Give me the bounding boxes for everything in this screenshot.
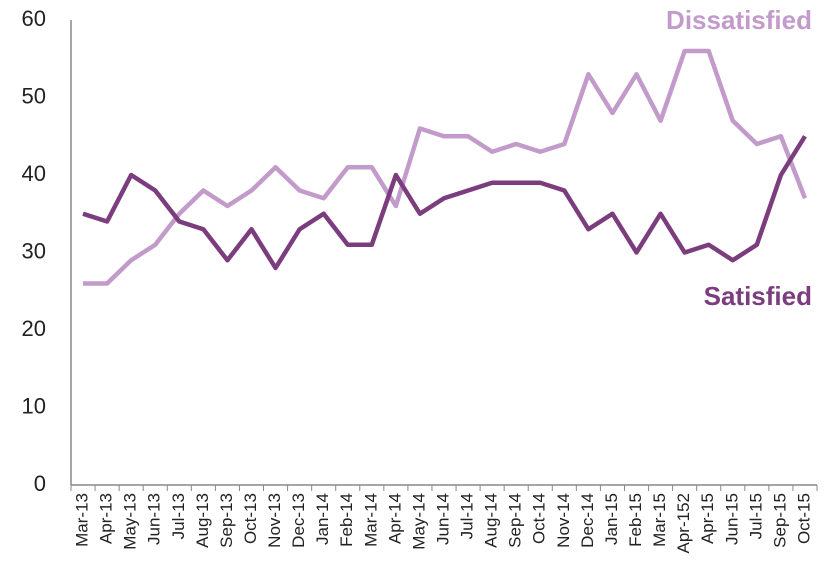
y-tick-label: 0 bbox=[34, 471, 46, 496]
x-tick-label: Oct-15 bbox=[794, 493, 813, 544]
x-tick-label: Apr-15 bbox=[698, 493, 717, 544]
y-tick-label: 10 bbox=[22, 393, 46, 418]
x-tick-label: Apr-152 bbox=[674, 493, 693, 553]
x-tick-label: Oct-13 bbox=[241, 493, 260, 544]
x-tick-label: Sep-15 bbox=[770, 493, 789, 548]
x-tick-label: Jul-13 bbox=[169, 493, 188, 539]
x-tick-label: Mar-13 bbox=[73, 493, 92, 547]
x-tick-label: Nov-13 bbox=[265, 493, 284, 548]
series-label: Satisfied bbox=[704, 281, 812, 311]
x-tick-label: Sep-14 bbox=[506, 493, 525, 548]
x-tick-label: Jul-15 bbox=[746, 493, 765, 539]
x-tick-label: Mar-14 bbox=[361, 493, 380, 547]
x-tick-label: Dec-14 bbox=[578, 493, 597, 548]
x-tick-label: Aug-13 bbox=[193, 493, 212, 548]
x-tick-label: Nov-14 bbox=[554, 493, 573, 548]
series-line bbox=[83, 48, 808, 286]
x-tick-label: Mar-15 bbox=[650, 493, 669, 547]
x-tick-label: Jan-15 bbox=[602, 493, 621, 545]
x-tick-label: May-13 bbox=[121, 493, 140, 550]
x-tick-label: Aug-14 bbox=[482, 493, 501, 548]
x-tick-label: Apr-13 bbox=[97, 493, 116, 544]
y-tick-label: 30 bbox=[22, 238, 46, 263]
x-tick-label: Jun-13 bbox=[145, 493, 164, 545]
x-tick-label: Dec-13 bbox=[289, 493, 308, 548]
x-tick-label: May-14 bbox=[409, 493, 428, 550]
y-tick-label: 60 bbox=[22, 6, 46, 31]
series-label: Dissatisfied bbox=[666, 5, 812, 35]
y-tick-label: 50 bbox=[22, 83, 46, 108]
x-tick-label: Feb-14 bbox=[337, 493, 356, 547]
y-tick-label: 20 bbox=[22, 316, 46, 341]
x-tick-label: Sep-13 bbox=[217, 493, 236, 548]
x-tick-label: Jun-15 bbox=[722, 493, 741, 545]
x-tick-label: Apr-14 bbox=[385, 493, 404, 544]
x-tick-label: Oct-14 bbox=[530, 493, 549, 544]
x-tick-label: Feb-15 bbox=[626, 493, 645, 547]
x-tick-label: Jul-14 bbox=[458, 493, 477, 539]
series-line bbox=[82, 135, 807, 271]
y-tick-label: 40 bbox=[22, 161, 46, 186]
x-tick-label: Jun-14 bbox=[433, 493, 452, 545]
x-tick-label: Jan-14 bbox=[313, 493, 332, 545]
